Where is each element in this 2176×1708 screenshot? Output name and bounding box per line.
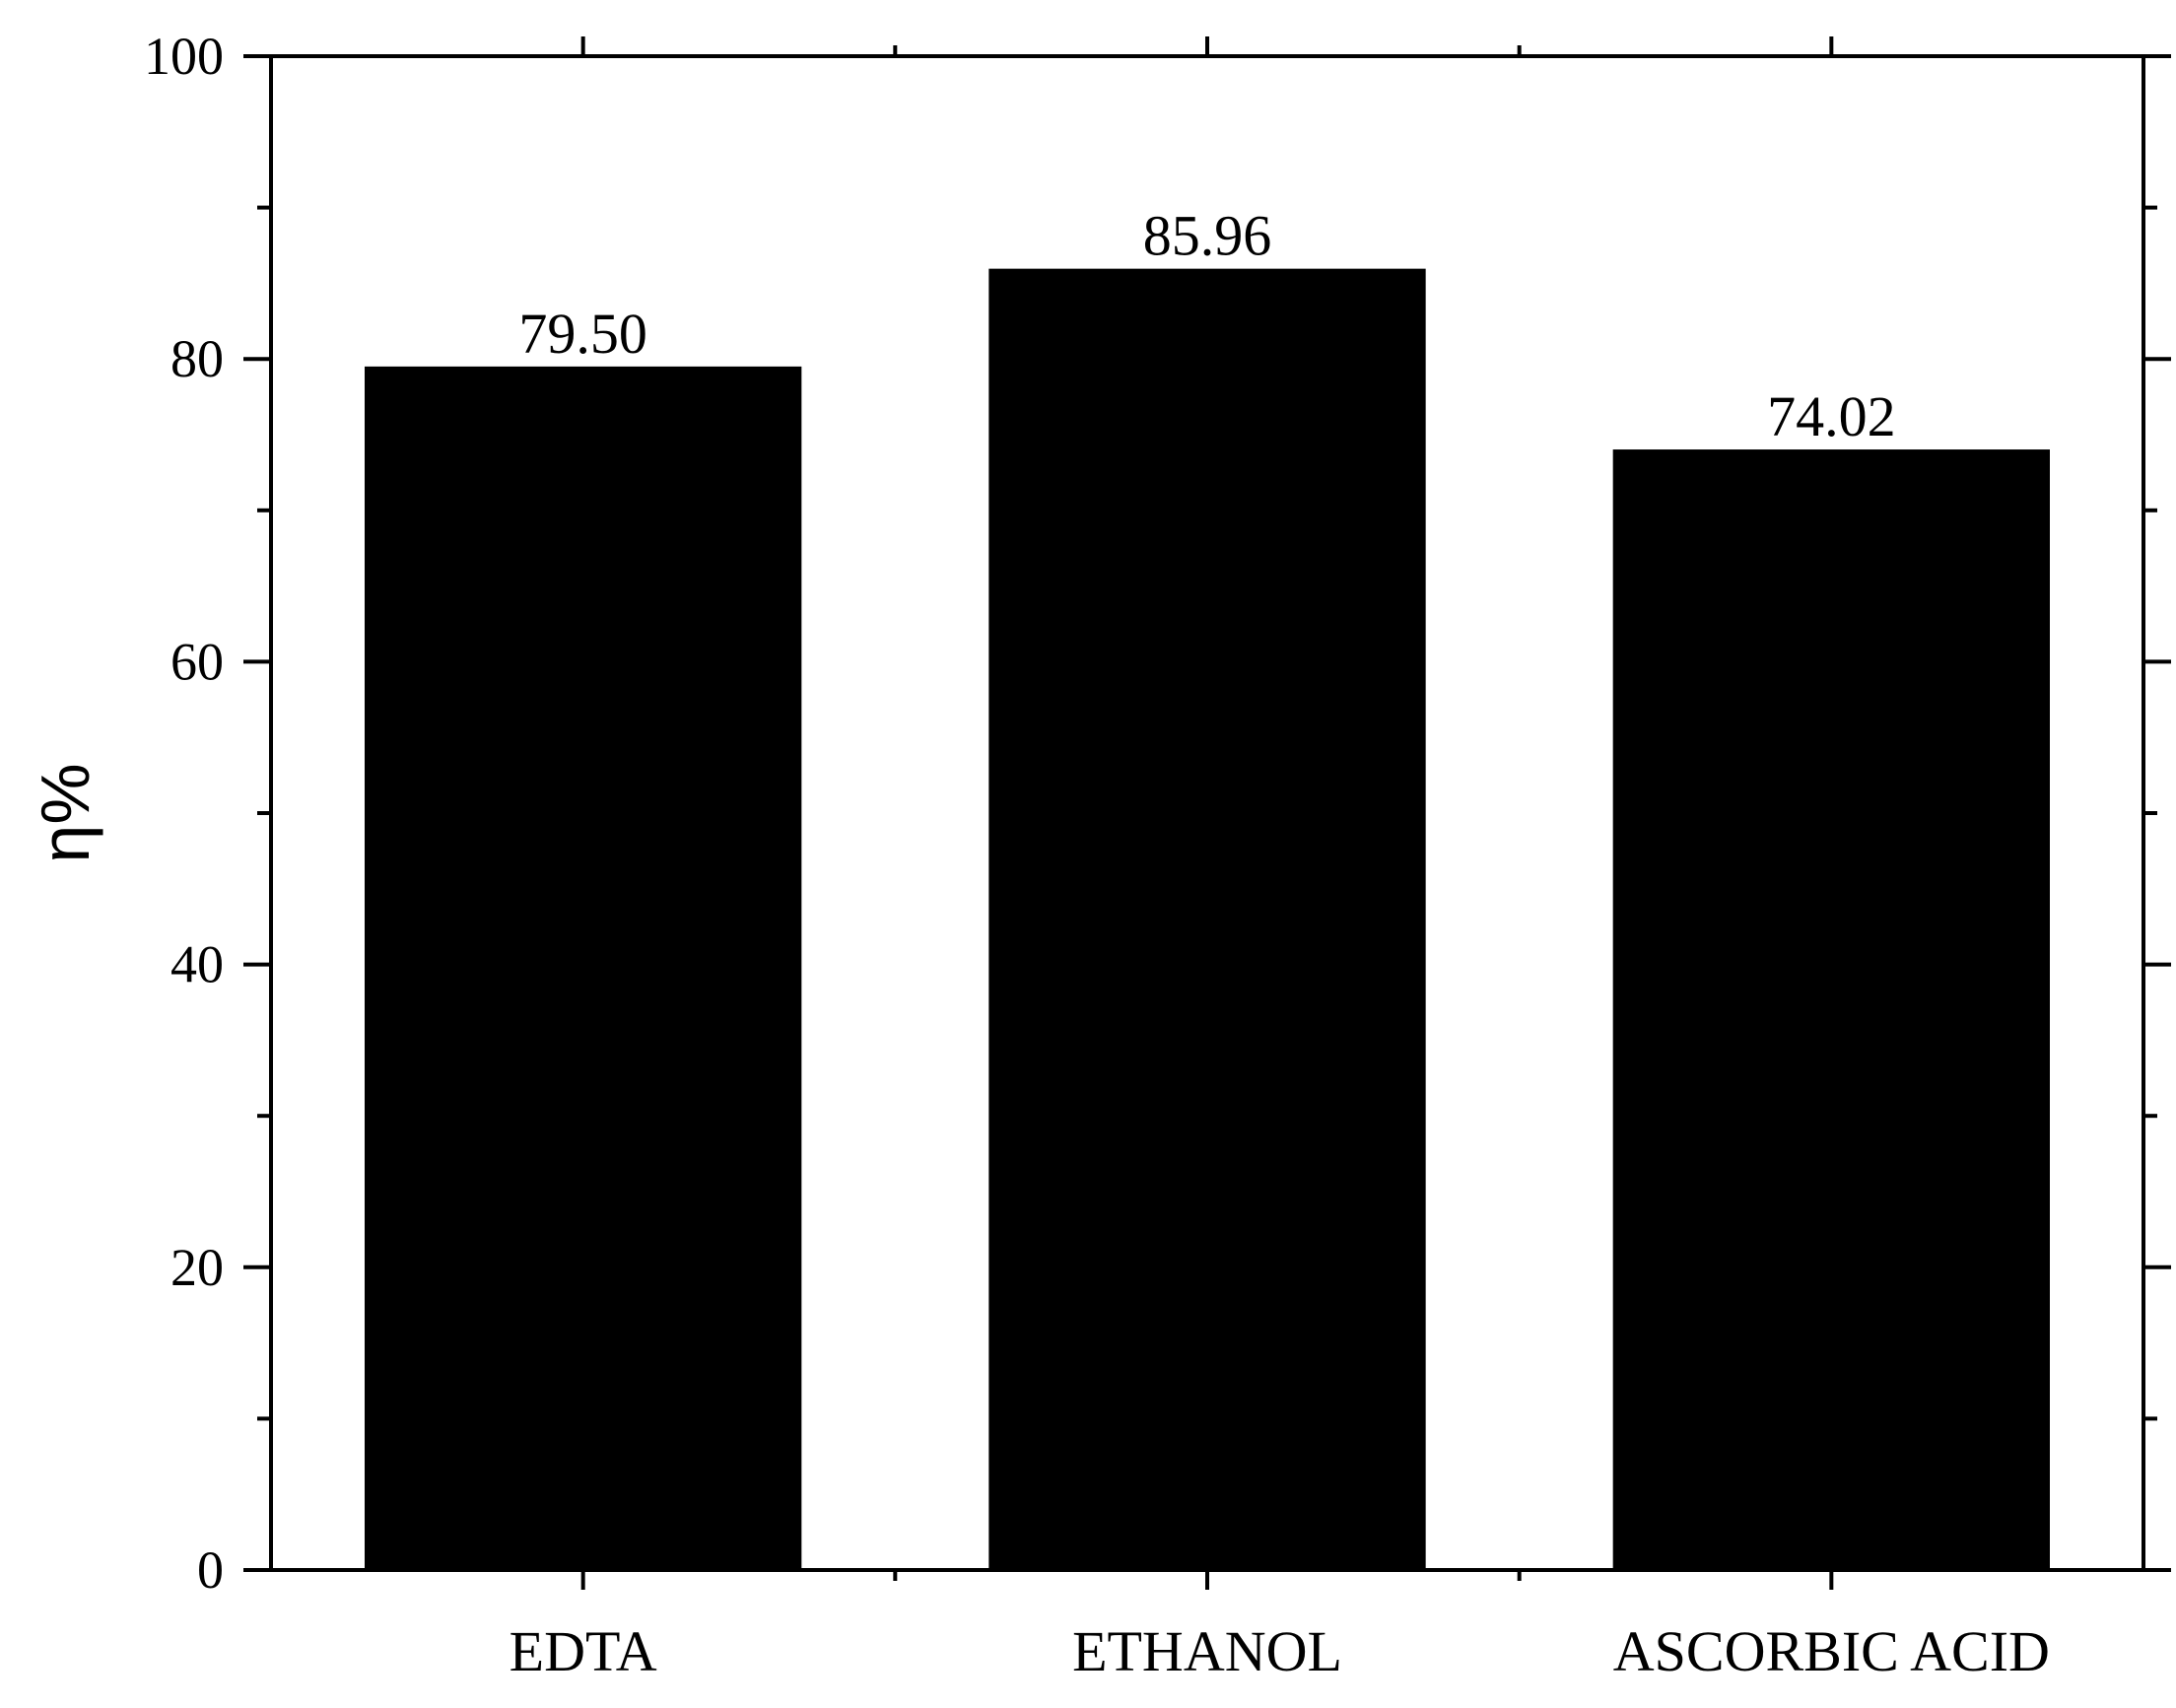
y-tick-label-2: 40 bbox=[170, 935, 224, 994]
y-tick-label-4: 80 bbox=[170, 329, 224, 388]
axis-ticks bbox=[243, 36, 2171, 1590]
y-tick-label-3: 60 bbox=[170, 632, 224, 691]
bar-1 bbox=[988, 268, 1426, 1570]
y-tick-label-5: 100 bbox=[144, 27, 224, 86]
bar-2 bbox=[1612, 449, 2050, 1571]
bars bbox=[365, 268, 2050, 1571]
x-tick-label-2: ASCORBIC ACID bbox=[1613, 1619, 2050, 1683]
data-label-0: 79.50 bbox=[518, 302, 647, 366]
data-label-2: 74.02 bbox=[1767, 384, 1896, 448]
bar-0 bbox=[365, 366, 802, 1570]
y-tick-label-0: 0 bbox=[197, 1540, 224, 1600]
x-tick-label-0: EDTA bbox=[510, 1619, 657, 1683]
axis-labels: 79.50 EDTA 85.96 ETHANOL 74.02 ASCORBIC ACID 0… bbox=[144, 27, 2050, 1683]
data-label-1: 85.96 bbox=[1143, 204, 1272, 268]
y-tick-label-1: 20 bbox=[170, 1238, 224, 1297]
x-tick-label-1: ETHANOL bbox=[1072, 1619, 1342, 1683]
y-axis-title: η% bbox=[27, 763, 103, 862]
